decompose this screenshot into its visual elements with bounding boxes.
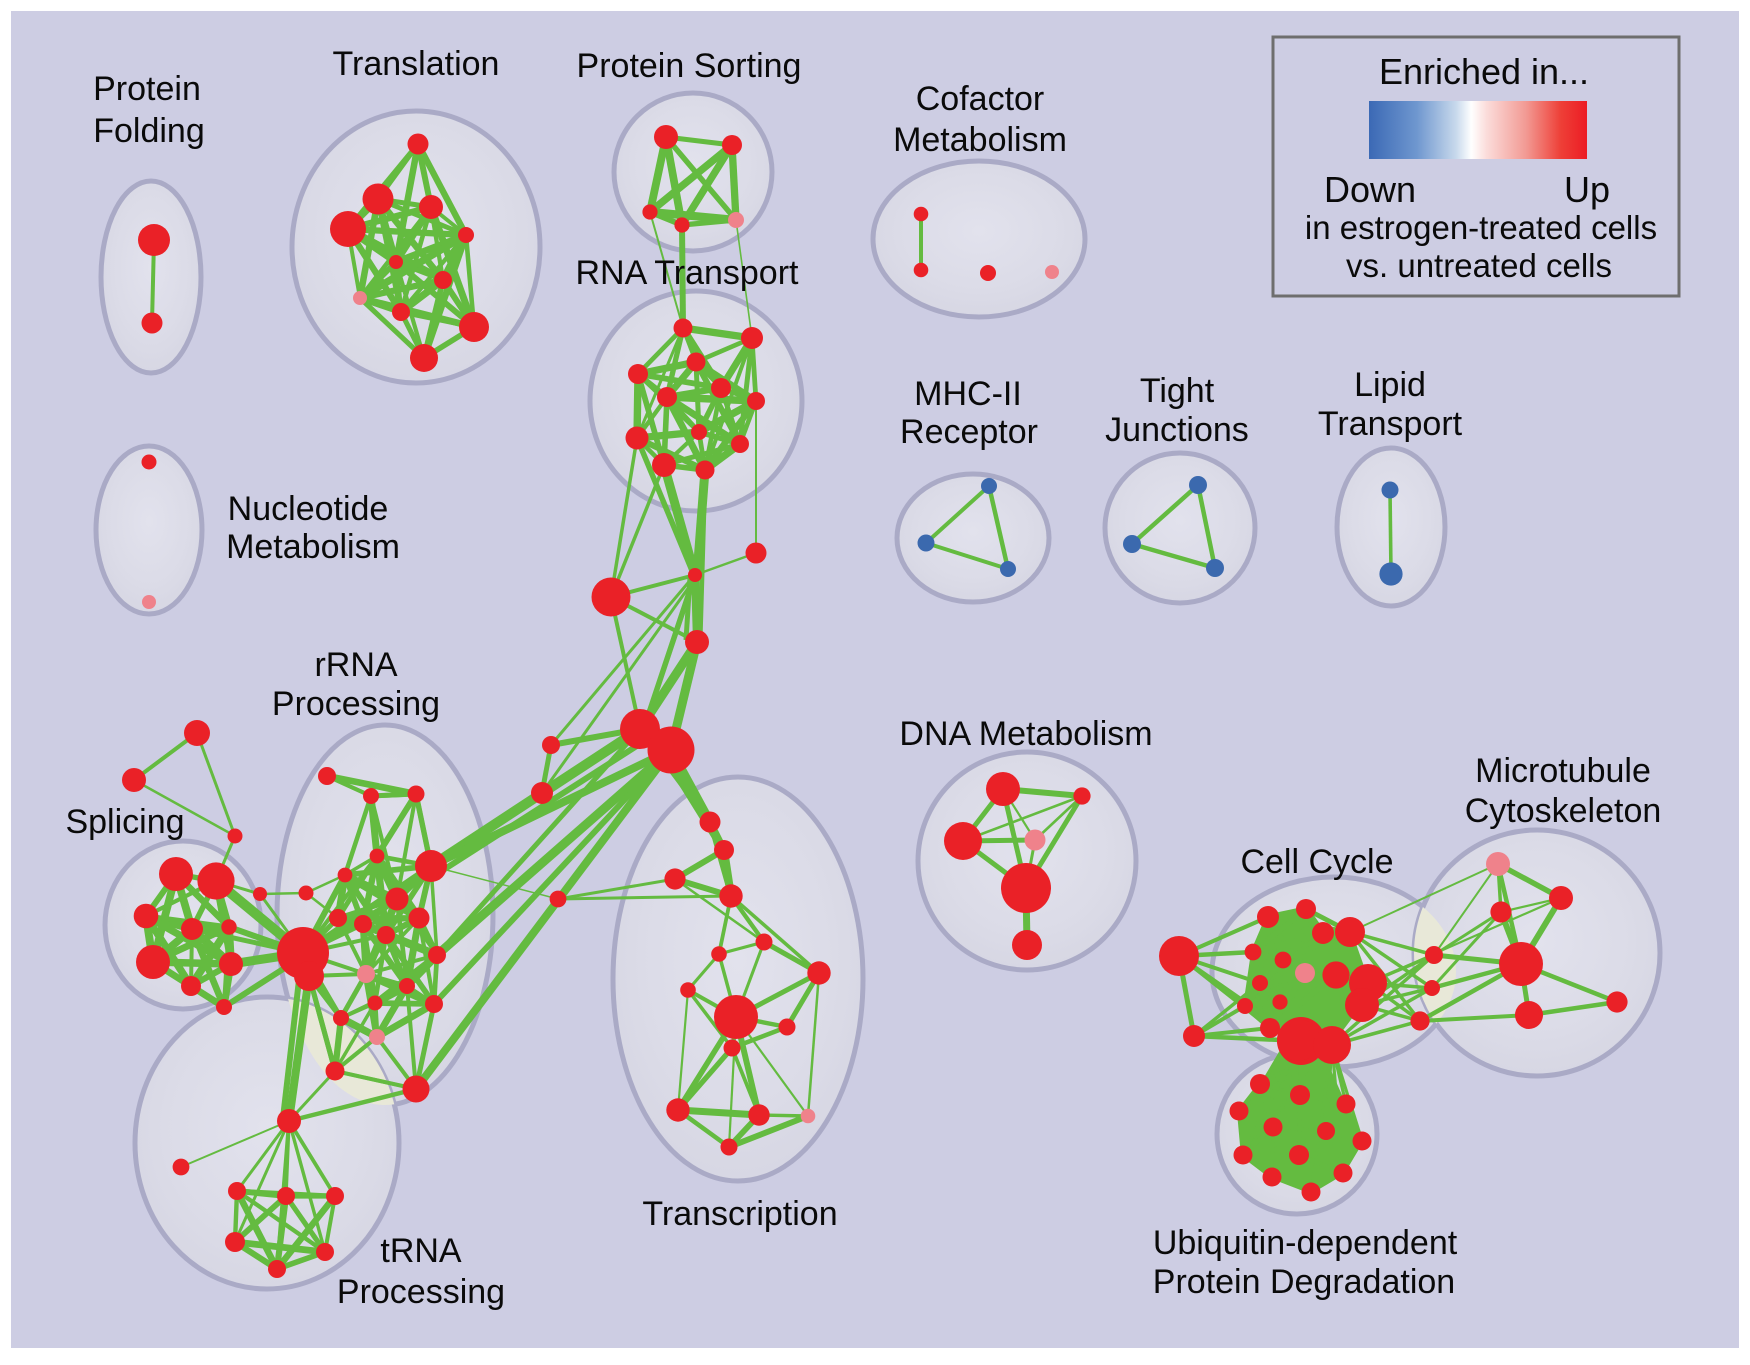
svg-text:Nucleotide: Nucleotide [228, 490, 389, 528]
svg-text:Transcription: Transcription [642, 1195, 837, 1233]
svg-text:Ubiquitin-dependent: Ubiquitin-dependent [1153, 1224, 1458, 1262]
svg-text:Receptor: Receptor [900, 413, 1038, 451]
svg-text:rRNA: rRNA [314, 646, 397, 684]
svg-text:Tight: Tight [1140, 372, 1215, 410]
svg-text:Down: Down [1324, 169, 1416, 210]
svg-text:Metabolism: Metabolism [893, 121, 1067, 159]
svg-text:in estrogen-treated cells: in estrogen-treated cells [1305, 209, 1657, 246]
svg-text:Transport: Transport [1318, 405, 1463, 443]
svg-text:Up: Up [1564, 169, 1610, 210]
svg-text:Protein Degradation: Protein Degradation [1153, 1263, 1455, 1301]
svg-text:Enriched in...: Enriched in... [1379, 51, 1589, 92]
svg-text:Metabolism: Metabolism [226, 528, 400, 566]
svg-text:Junctions: Junctions [1105, 411, 1249, 449]
svg-text:Folding: Folding [93, 112, 205, 150]
svg-text:Cell Cycle: Cell Cycle [1240, 843, 1393, 881]
svg-text:Processing: Processing [272, 685, 440, 723]
svg-text:tRNA: tRNA [380, 1232, 462, 1270]
svg-text:MHC-II: MHC-II [914, 375, 1022, 413]
svg-text:Microtubule: Microtubule [1475, 752, 1651, 790]
svg-text:RNA Transport: RNA Transport [576, 254, 800, 292]
svg-text:vs. untreated cells: vs. untreated cells [1346, 247, 1612, 284]
svg-text:Lipid: Lipid [1354, 366, 1426, 404]
svg-text:Translation: Translation [333, 45, 500, 83]
svg-text:Protein: Protein [93, 70, 201, 108]
svg-text:Protein Sorting: Protein Sorting [577, 47, 802, 85]
svg-text:DNA Metabolism: DNA Metabolism [899, 715, 1152, 753]
svg-text:Splicing: Splicing [65, 803, 184, 841]
svg-text:Cofactor: Cofactor [916, 80, 1045, 118]
svg-text:Cytoskeleton: Cytoskeleton [1465, 792, 1662, 830]
svg-text:Processing: Processing [337, 1273, 505, 1311]
